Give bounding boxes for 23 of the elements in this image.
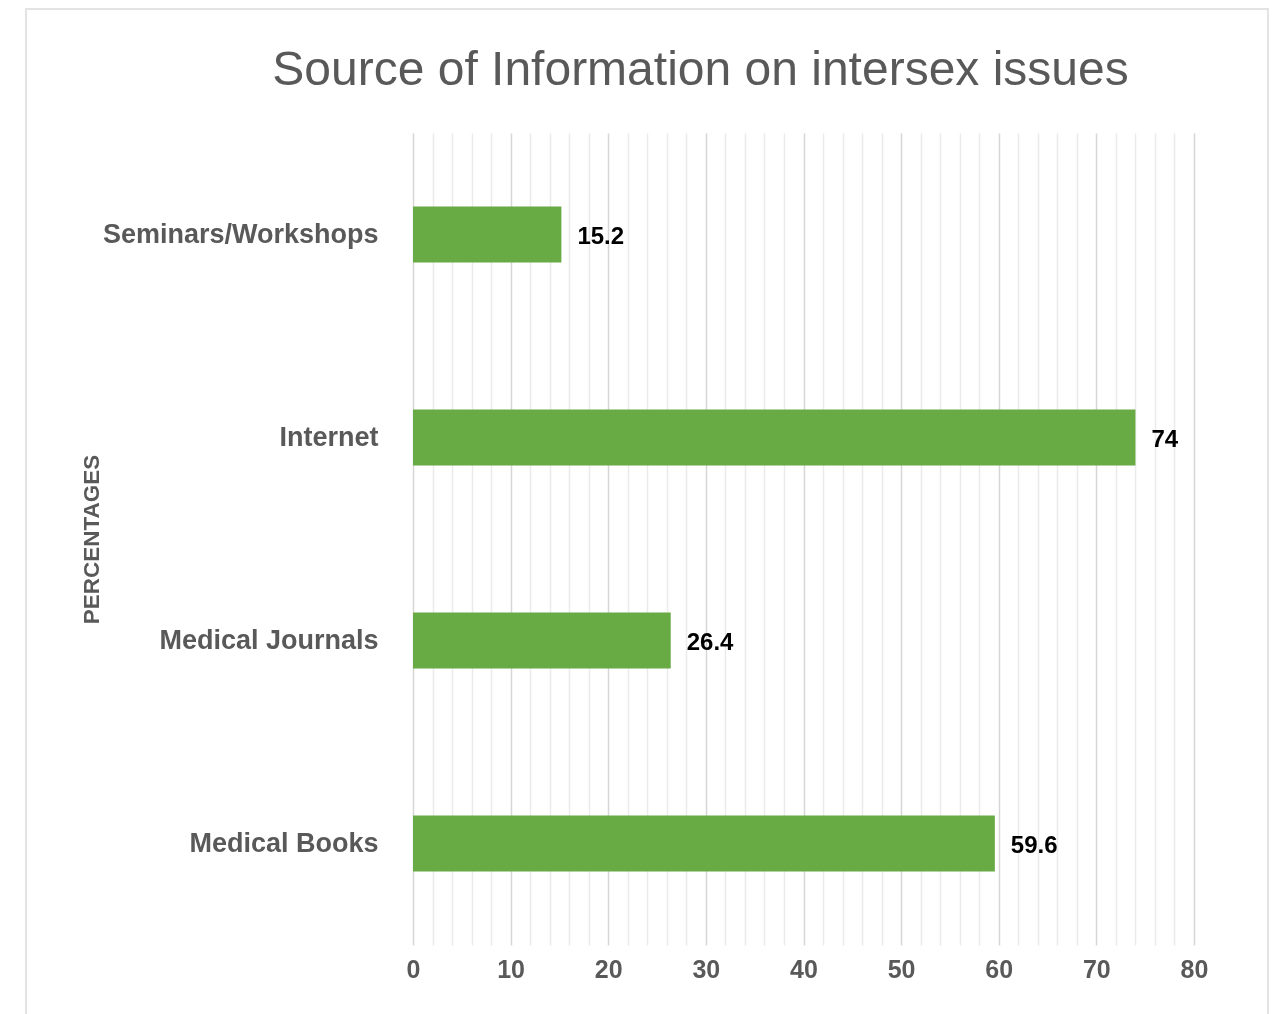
- x-tick-label: 40: [790, 954, 818, 983]
- y-tick-label: Medical Books: [189, 827, 379, 858]
- bar: [413, 409, 1136, 466]
- x-tick-label: 20: [594, 954, 623, 983]
- bar: [413, 612, 671, 669]
- x-tick-label: 50: [887, 954, 916, 983]
- bar: [413, 206, 562, 263]
- chart-title: Source of Information on intersex issues: [272, 42, 1129, 95]
- x-tick-label: 0: [406, 954, 421, 983]
- y-tick-label: Medical Journals: [159, 624, 379, 655]
- x-tick-label: 70: [1082, 954, 1111, 983]
- bar: [413, 815, 995, 872]
- y-tick-label: Seminars/Workshops: [102, 218, 379, 249]
- x-tick-label: 80: [1180, 954, 1209, 983]
- data-label: 59.6: [1010, 830, 1058, 858]
- data-label: 74: [1151, 424, 1179, 452]
- data-label: 26.4: [686, 627, 735, 655]
- x-tick-label: 30: [692, 954, 721, 983]
- x-tick-label: 60: [985, 954, 1014, 983]
- y-axis-title: PERCENTAGES: [78, 454, 104, 625]
- x-tick-label: 10: [497, 954, 526, 983]
- y-tick-label: Internet: [279, 421, 379, 452]
- data-label: 15.2: [577, 221, 625, 249]
